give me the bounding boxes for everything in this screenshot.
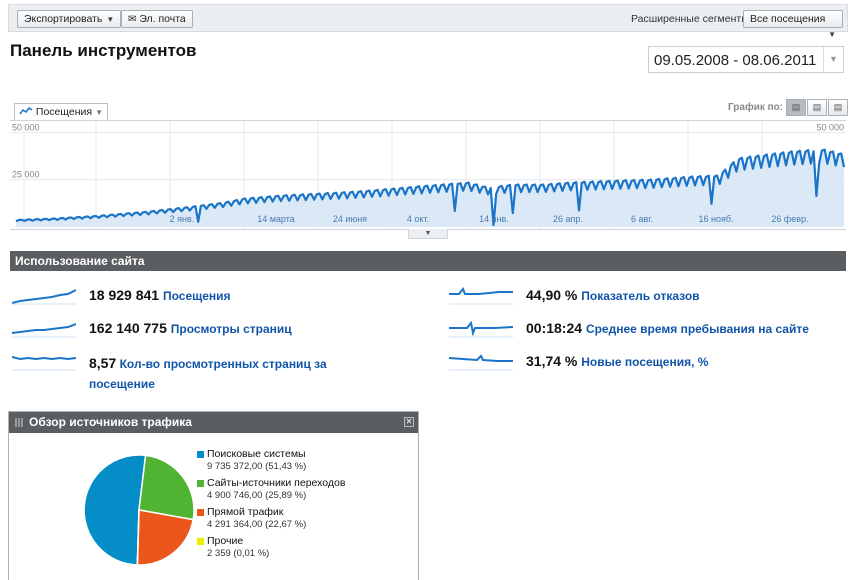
x-tick-label: 16 нояб. <box>698 214 733 224</box>
stat-number: 00:18:24 <box>526 320 583 336</box>
legend-name: Прямой трафик <box>207 506 284 518</box>
legend-item[interactable]: Сайты-источники переходов 4 900 746,00 (… <box>197 477 397 502</box>
metric-selector[interactable]: Посещения ▼ <box>14 103 109 121</box>
pie-slice[interactable] <box>136 509 195 566</box>
x-tick-label: 26 февр. <box>771 214 808 224</box>
week-icon: ▤ <box>812 102 822 112</box>
segments-value: Все посещения <box>750 13 826 25</box>
stat-value: 00:18:24 Среднее время пребывания на сай… <box>526 320 809 336</box>
x-tick-label: 4 окт. <box>407 214 429 224</box>
stat-value: 31,74 % Новые посещения, % <box>526 353 708 369</box>
traffic-sources-widget: Обзор источников трафика ✕ Поисковые сис… <box>8 411 419 580</box>
segments-label: Расширенные сегменты: <box>631 13 752 25</box>
stat-number: 31,74 % <box>526 353 578 369</box>
traffic-sources-title: Обзор источников трафика <box>29 415 192 429</box>
y-tick-label: 50 000 <box>816 122 844 132</box>
graph-by-label: График по: <box>728 102 784 113</box>
legend-name: Сайты-источники переходов <box>207 477 346 489</box>
stat-value: 162 140 775 Просмотры страниц <box>89 320 292 336</box>
export-label: Экспортировать <box>24 13 103 25</box>
stat-link[interactable]: Кол-во просмотренных страниц за посещени… <box>89 357 327 391</box>
legend-item[interactable]: Прямой трафик 4 291 364,00 (22,67 %) <box>197 506 397 531</box>
legend-swatch <box>197 451 204 458</box>
traffic-sources-header[interactable]: Обзор источников трафика ✕ <box>9 412 418 433</box>
legend-name: Прочие <box>207 535 244 547</box>
day-view-button[interactable]: ▤ <box>786 99 806 116</box>
stat-number: 44,90 % <box>526 287 578 303</box>
top-toolbar: Экспортировать ▼ ✉ Эл. почта Расширенные … <box>8 4 848 39</box>
legend-value: 2 359 (0,01 %) <box>207 548 270 559</box>
stat-link[interactable]: Посещения <box>162 289 231 303</box>
legend-value: 9 735 372,00 (51,43 %) <box>207 461 307 472</box>
email-label: Эл. почта <box>139 13 186 25</box>
stat-link[interactable]: Показатель отказов <box>581 289 700 303</box>
pageviews-sparkline <box>12 323 76 338</box>
series-line <box>15 148 846 227</box>
legend-swatch <box>197 538 204 545</box>
y-tick-label: 50 000 <box>12 122 40 132</box>
legend-swatch <box>197 509 204 516</box>
month-icon: ▤ <box>833 102 843 112</box>
new-visits-sparkline <box>449 354 513 371</box>
email-button[interactable]: ✉ Эл. почта <box>121 10 193 28</box>
y-tick-label: 25 000 <box>12 170 40 180</box>
pie-slice[interactable] <box>136 509 140 566</box>
close-icon[interactable]: ✕ <box>404 417 414 427</box>
legend-swatch <box>197 480 204 487</box>
drag-handle-icon[interactable] <box>15 418 23 427</box>
envelope-icon: ✉ <box>128 14 137 25</box>
legend-name: Поисковые системы <box>207 448 306 460</box>
chart-collapse-toggle[interactable]: ▼ <box>408 229 448 239</box>
x-tick-label: 24 июня <box>333 214 367 224</box>
legend-item[interactable]: Поисковые системы 9 735 372,00 (51,43 %) <box>197 448 397 473</box>
traffic-legend: Поисковые системы 9 735 372,00 (51,43 %)… <box>197 448 397 564</box>
stat-number: 18 929 841 <box>89 287 160 303</box>
stat-number: 8,57 <box>89 355 117 371</box>
site-usage-header: Использование сайта <box>10 251 846 271</box>
chevron-down-icon: ▼ <box>106 15 115 24</box>
stat-value: 44,90 % Показатель отказов <box>526 287 700 303</box>
stat-value: 8,57 Кол-во просмотренных страниц за пос… <box>89 353 389 394</box>
legend-value: 4 900 746,00 (25,89 %) <box>207 490 307 501</box>
x-tick-label: 6 авг. <box>631 214 653 224</box>
date-range-picker[interactable]: 09.05.2008 - 08.06.2011 ▼ <box>648 46 844 73</box>
stat-link[interactable]: Просмотры страниц <box>170 322 292 336</box>
pages-per-visit-sparkline <box>12 356 76 371</box>
line-chart-icon <box>19 106 33 115</box>
legend-value: 4 291 364,00 (22,67 %) <box>207 519 307 530</box>
x-tick-label: 14 янв. <box>479 214 509 224</box>
stat-link[interactable]: Новые посещения, % <box>581 355 709 369</box>
x-tick-label: 26 апр. <box>553 214 583 224</box>
metric-label: Посещения <box>35 106 93 118</box>
month-view-button[interactable]: ▤ <box>828 99 848 116</box>
x-tick-label: 14 марта <box>257 214 295 224</box>
segments-select[interactable]: Все посещения ▼ <box>743 10 843 39</box>
legend-item[interactable]: Прочие 2 359 (0,01 %) <box>197 535 397 560</box>
x-tick-label: 2 янв. <box>170 214 195 224</box>
traffic-pie-chart[interactable] <box>71 450 211 570</box>
week-view-button[interactable]: ▤ <box>807 99 827 116</box>
chevron-down-icon: ▼ <box>828 30 836 39</box>
export-button[interactable]: Экспортировать ▼ <box>17 10 122 28</box>
stat-link[interactable]: Среднее время пребывания на сайте <box>585 322 809 336</box>
page-title: Панель инструментов <box>10 41 197 60</box>
pie-slice[interactable] <box>83 454 147 566</box>
chevron-down-icon: ▼ <box>95 108 104 117</box>
visits-sparkline <box>12 289 76 305</box>
stat-number: 162 140 775 <box>89 320 167 336</box>
date-range-text: 09.05.2008 - 08.06.2011 <box>654 52 817 69</box>
stat-value: 18 929 841 Посещения <box>89 287 231 303</box>
pie-slice[interactable] <box>138 454 195 521</box>
avg-time-sparkline <box>449 320 513 338</box>
bounce-rate-sparkline <box>449 287 513 305</box>
chevron-down-icon[interactable]: ▼ <box>823 47 843 72</box>
day-icon: ▤ <box>791 102 801 112</box>
